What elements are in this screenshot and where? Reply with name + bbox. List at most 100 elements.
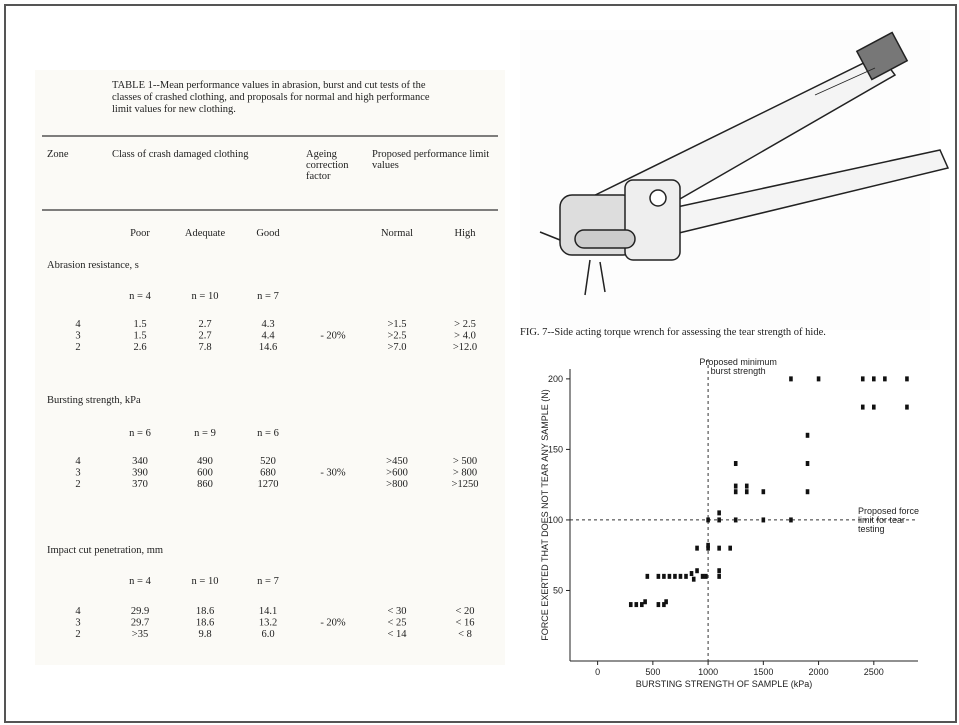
- point: [717, 517, 721, 523]
- sample-size: n = 6: [129, 428, 151, 439]
- point: [704, 573, 708, 579]
- point: [816, 376, 821, 382]
- point: [691, 576, 696, 582]
- point: [706, 545, 710, 551]
- section-title: Abrasion resistance, s: [47, 260, 139, 271]
- table-cell: >7.0: [387, 342, 406, 353]
- table-cell: 2: [75, 629, 80, 640]
- sub-header: Poor: [130, 228, 150, 239]
- table-cell: 340: [132, 456, 148, 467]
- ageing-factor: - 20%: [320, 331, 346, 342]
- point: [883, 376, 887, 382]
- point: [744, 483, 749, 489]
- table-cell: 520: [260, 456, 276, 467]
- sample-size: n = 10: [192, 576, 219, 587]
- point: [695, 545, 699, 551]
- column-header: Ageing correction factor: [306, 149, 349, 182]
- column-header: Proposed performance limit values: [372, 149, 489, 171]
- table-cell: >1250: [452, 479, 479, 490]
- point: [634, 602, 639, 608]
- ageing-factor: - 20%: [320, 618, 346, 629]
- point: [645, 573, 650, 579]
- table-cell: 3: [75, 618, 80, 629]
- point: [805, 432, 810, 438]
- point: [733, 461, 738, 467]
- sub-header: Good: [256, 228, 280, 239]
- point: [662, 573, 666, 579]
- ageing-factor: - 30%: [320, 468, 346, 479]
- table-cell: 2.6: [133, 342, 146, 353]
- sample-size: n = 7: [257, 576, 279, 587]
- table-cell: 4.3: [261, 319, 274, 330]
- sub-header: Normal: [381, 228, 413, 239]
- annotation: Proposed minimum burst strength: [699, 357, 777, 376]
- frame: [4, 4, 957, 723]
- point: [872, 404, 876, 410]
- table-cell: 18.6: [196, 618, 214, 629]
- y-tick-label: 200: [548, 374, 563, 384]
- point: [872, 376, 876, 382]
- table-cell: 3: [75, 468, 80, 479]
- table-cell: 7.8: [198, 342, 211, 353]
- x-tick-label: 1000: [698, 667, 718, 677]
- point: [689, 571, 694, 577]
- table-background: [35, 70, 505, 665]
- table-cell: 9.8: [198, 629, 211, 640]
- x-tick-label: 0: [595, 667, 600, 677]
- point: [700, 573, 705, 579]
- table-cell: 14.6: [259, 342, 277, 353]
- table-cell: 4.4: [261, 331, 275, 342]
- point: [717, 568, 721, 574]
- point: [761, 489, 766, 495]
- sample-size: n = 9: [194, 428, 216, 439]
- column-header: Zone: [47, 149, 69, 160]
- point: [667, 573, 672, 579]
- table-cell: 4: [75, 606, 81, 617]
- point: [656, 573, 661, 579]
- table-cell: 2: [75, 479, 80, 490]
- section-title: Bursting strength, kPa: [47, 395, 141, 406]
- table-cell: 2.7: [198, 319, 211, 330]
- point: [662, 602, 666, 608]
- point: [717, 545, 721, 551]
- table-cell: 13.2: [259, 618, 277, 629]
- table-cell: < 30: [387, 606, 406, 617]
- table-cell: 14.1: [259, 606, 277, 617]
- table-cell: 2.7: [198, 331, 211, 342]
- table-cell: > 500: [453, 456, 477, 467]
- table-cell: < 20: [455, 606, 474, 617]
- section-title: Impact cut penetration, mm: [47, 545, 163, 556]
- point: [706, 542, 710, 548]
- table-cell: 490: [197, 456, 213, 467]
- x-tick-label: 2500: [864, 667, 884, 677]
- point: [673, 573, 677, 579]
- table-cell: < 14: [387, 629, 407, 640]
- table-cell: > 4.0: [454, 331, 476, 342]
- figure-caption: FIG. 7--Side acting torque wrench for as…: [520, 327, 826, 338]
- point: [717, 510, 721, 516]
- point: [905, 404, 909, 410]
- point: [860, 404, 865, 410]
- x-tick-label: 500: [645, 667, 660, 677]
- table-cell: >1.5: [387, 319, 406, 330]
- table-cell: 4: [75, 456, 81, 467]
- x-tick-label: 1500: [753, 667, 773, 677]
- point: [761, 517, 766, 523]
- table-cell: >450: [386, 456, 408, 467]
- point: [733, 483, 738, 489]
- point: [695, 568, 699, 574]
- wrench-illustration: [539, 31, 950, 296]
- point: [717, 573, 721, 579]
- table-cell: < 8: [458, 629, 472, 640]
- y-tick-label: 100: [548, 515, 563, 525]
- table-cell: 2: [75, 342, 80, 353]
- sample-size: n = 4: [129, 291, 151, 302]
- point: [860, 376, 865, 382]
- table-cell: 1.5: [133, 331, 146, 342]
- point: [805, 461, 810, 467]
- table-cell: < 16: [455, 618, 474, 629]
- table-cell: 1.5: [133, 319, 146, 330]
- point: [733, 489, 738, 495]
